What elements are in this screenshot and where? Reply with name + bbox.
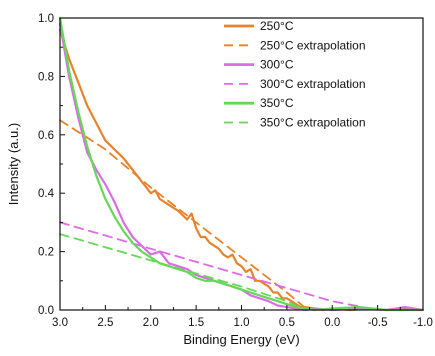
legend: 250°C 250°C extrapolation 300°C 300°C extra… bbox=[224, 19, 366, 130]
series-line-1 bbox=[59, 119, 309, 311]
x-tick-label: -0.5 bbox=[368, 317, 388, 329]
x-tick-label: 0.0 bbox=[324, 317, 340, 329]
y-tick-label: 0.8 bbox=[38, 71, 54, 83]
legend-label: 250°C extrapolation bbox=[260, 38, 366, 52]
axes-layer: 3.0 2.5 2.0 1.5 1.0 0.5 0.0 -0.5 -1.0 0.0 0.2 0.4 0.… bbox=[38, 13, 433, 329]
legend-label: 250°C bbox=[260, 19, 294, 33]
y-tick-label: 1.0 bbox=[38, 13, 54, 25]
series-line-0 bbox=[58, 28, 425, 312]
x-tick-label: 2.0 bbox=[143, 317, 159, 329]
series-line-4 bbox=[58, 16, 425, 312]
y-tick-label: 0.0 bbox=[38, 305, 54, 317]
y-axis-title: Intensity (a.u.) bbox=[6, 123, 21, 205]
x-tick-label: 0.5 bbox=[279, 317, 295, 329]
legend-label: 350°C bbox=[260, 96, 294, 110]
legend-label: 300°C extrapolation bbox=[260, 77, 366, 91]
x-tick-label: 2.5 bbox=[97, 317, 113, 329]
x-tick-label: 3.0 bbox=[52, 317, 68, 329]
series-line-3 bbox=[59, 221, 379, 311]
series-line-5 bbox=[59, 233, 306, 311]
legend-label: 350°C extrapolation bbox=[260, 116, 366, 130]
x-tick-label: -1.0 bbox=[413, 317, 433, 329]
y-tick-label: 0.2 bbox=[38, 247, 54, 259]
y-tick-label: 0.4 bbox=[38, 188, 55, 200]
x-tick-label: 1.5 bbox=[188, 317, 204, 329]
y-tick-label: 0.6 bbox=[38, 130, 54, 142]
plot-series-layer bbox=[58, 16, 425, 312]
x-axis-title: Binding Energy (eV) bbox=[183, 332, 299, 347]
x-tick-label: 1.0 bbox=[234, 317, 250, 329]
legend-label: 300°C bbox=[260, 58, 294, 72]
